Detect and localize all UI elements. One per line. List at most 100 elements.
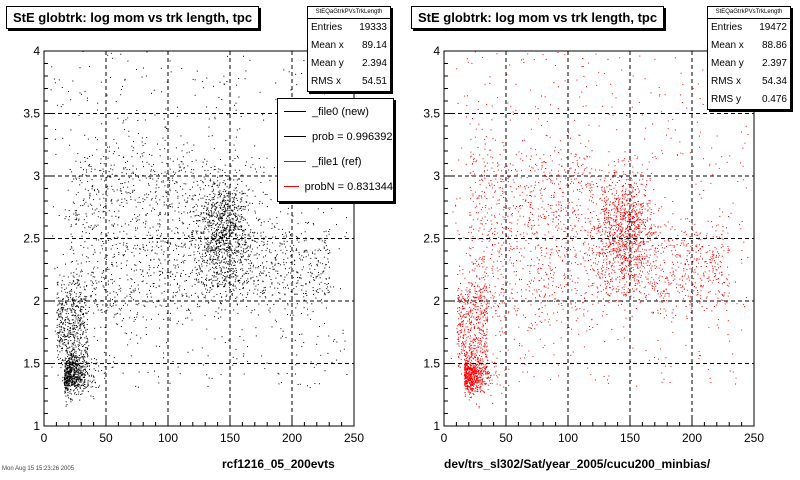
data-point: [106, 267, 108, 269]
data-point: [60, 307, 62, 308]
data-point: [84, 356, 86, 358]
data-point: [184, 243, 186, 245]
data-point: [205, 284, 207, 286]
data-point: [184, 234, 185, 236]
data-point: [227, 215, 229, 216]
data-point: [243, 287, 244, 289]
data-point: [305, 283, 307, 285]
data-point: [251, 239, 253, 241]
data-point: [211, 135, 213, 137]
data-point: [227, 255, 229, 257]
data-point: [216, 246, 218, 247]
data-point: [225, 235, 227, 236]
data-point: [271, 262, 273, 264]
data-point: [174, 172, 176, 174]
data-point: [512, 114, 514, 115]
data-point: [202, 232, 204, 234]
data-point: [202, 220, 204, 222]
data-point: [320, 281, 322, 283]
data-point: [474, 338, 476, 340]
data-point: [193, 206, 195, 208]
data-point: [77, 369, 79, 371]
data-point: [324, 93, 325, 95]
data-point: [297, 272, 299, 274]
data-point: [84, 327, 86, 329]
data-point: [61, 347, 63, 349]
data-point: [231, 250, 233, 252]
data-point: [238, 205, 240, 207]
data-point: [93, 398, 95, 400]
data-point: [69, 320, 70, 322]
data-point: [123, 129, 125, 131]
data-point: [503, 289, 504, 291]
data-point: [201, 205, 203, 207]
data-point: [179, 170, 181, 172]
data-point: [170, 275, 172, 277]
data-point: [220, 195, 221, 197]
data-point: [161, 305, 163, 307]
data-point: [183, 199, 185, 201]
data-point: [125, 245, 127, 247]
data-point: [90, 274, 92, 276]
data-point: [119, 242, 121, 244]
data-point: [217, 226, 219, 228]
data-point: [252, 190, 254, 192]
data-point: [552, 280, 554, 282]
data-point: [65, 312, 67, 314]
data-point: [717, 290, 719, 292]
data-point: [81, 371, 83, 373]
data-point: [211, 266, 213, 268]
data-point: [298, 241, 300, 243]
data-point: [194, 79, 196, 81]
data-point: [165, 204, 167, 206]
data-point: [217, 217, 219, 219]
data-point: [228, 243, 230, 245]
data-point: [231, 245, 233, 247]
data-point: [240, 205, 242, 207]
data-point: [510, 256, 512, 258]
data-point: [161, 172, 163, 174]
data-point: [191, 285, 193, 287]
data-point: [91, 284, 93, 286]
data-point: [159, 149, 161, 151]
data-point: [262, 292, 264, 294]
data-point: [67, 391, 69, 393]
data-point: [207, 169, 209, 171]
data-point: [218, 238, 220, 240]
data-point: [91, 213, 93, 215]
data-point: [245, 272, 247, 274]
data-point: [303, 60, 305, 62]
data-point: [204, 205, 206, 207]
data-point: [121, 225, 123, 227]
data-point: [90, 295, 92, 297]
data-point: [581, 187, 583, 189]
data-point: [566, 253, 568, 255]
data-point: [176, 182, 178, 184]
data-point: [157, 313, 159, 315]
data-point: [240, 209, 242, 211]
data-point: [75, 373, 77, 375]
data-point: [83, 375, 85, 377]
data-point: [71, 333, 73, 335]
data-point: [196, 278, 197, 280]
data-point: [78, 369, 80, 371]
data-point: [74, 309, 75, 311]
data-point: [235, 269, 237, 271]
data-point: [65, 375, 67, 377]
data-point: [77, 191, 79, 193]
data-point: [220, 192, 222, 194]
data-point: [268, 309, 270, 311]
data-point: [223, 248, 225, 250]
data-point: [219, 190, 221, 192]
data-point: [207, 222, 209, 224]
data-point: [201, 292, 203, 294]
data-point: [91, 375, 93, 377]
data-point: [139, 156, 141, 158]
data-point: [242, 255, 244, 257]
data-point: [64, 218, 66, 220]
data-point: [227, 199, 229, 201]
data-point: [506, 235, 508, 237]
data-point: [75, 371, 77, 373]
data-point: [73, 331, 75, 333]
data-point: [480, 350, 482, 352]
